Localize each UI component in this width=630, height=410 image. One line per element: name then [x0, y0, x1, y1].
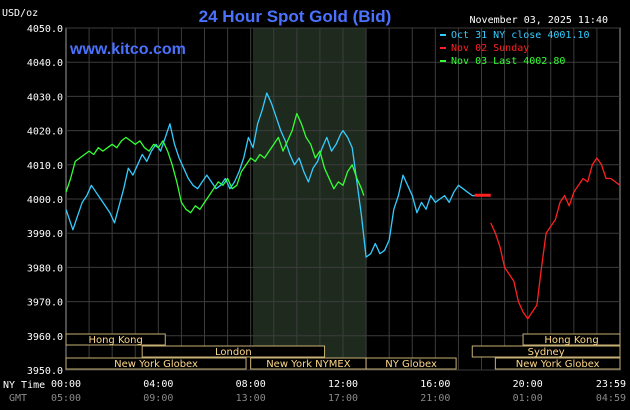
x-tick-label-gmt: 21:00	[420, 393, 450, 404]
x-tick-label-gmt: 01:00	[513, 393, 543, 404]
x-tick-label-ny: 04:00	[143, 379, 173, 390]
x-tick-label-ny: 12:00	[328, 379, 358, 390]
y-tick-label: 4010.0	[27, 161, 63, 172]
session-box	[471, 345, 621, 358]
legend-entry: Oct 31 NY close 4001.10	[451, 30, 589, 41]
y-tick-label: 4000.0	[27, 195, 63, 206]
session-box	[141, 345, 326, 358]
session-label: New York Globex	[114, 359, 198, 370]
series-line-nov-03	[65, 112, 365, 214]
y-tick-label: 3960.0	[27, 332, 63, 343]
x-axis-ticks: 00:00 05:00 04:00 09:00 08:00 13:00 12:00 17:00…	[51, 379, 626, 404]
x-tick-label-gmt: 04:59	[596, 393, 626, 404]
y-tick-label: 3980.0	[27, 263, 63, 274]
series-line-oct-31	[65, 92, 475, 258]
session-label: New York Globex	[516, 359, 600, 370]
x-tick-label-ny: 20:00	[513, 379, 543, 390]
session-label: New York NYMEX	[266, 359, 351, 370]
site-watermark: www.kitco.com	[69, 41, 186, 58]
legend: Oct 31 NY close 4001.10 Nov 02 Sunday Nov …	[440, 30, 589, 67]
session-box	[365, 357, 457, 370]
y-tick-label: 3970.0	[27, 298, 63, 309]
y-tick-label: 4050.0	[27, 24, 63, 35]
x-tick-label-ny: 08:00	[236, 379, 266, 390]
x-tick-label-ny: 00:00	[51, 379, 81, 390]
y-tick-label: 3990.0	[27, 229, 63, 240]
y-tick-label: 4030.0	[27, 92, 63, 103]
session-label: Sydney	[528, 347, 565, 358]
timestamp: November 03, 2025 11:40	[470, 15, 608, 26]
y-tick-label: 3950.0	[27, 366, 63, 377]
session-label: Hong Kong	[88, 335, 142, 346]
y-axis-label: USD/oz	[2, 8, 38, 19]
x-tick-label-gmt: 05:00	[51, 393, 81, 404]
x-tick-label-gmt: 17:00	[328, 393, 358, 404]
session-label: London	[215, 347, 252, 358]
session-label: NY Globex	[385, 359, 437, 370]
y-axis-ticks: 4050.0 4040.0 4030.0 4020.0 4010.0 4000.0 3990…	[27, 24, 63, 377]
price-series	[65, 92, 621, 320]
x-tick-label-ny: 16:00	[420, 379, 450, 390]
y-tick-label: 4040.0	[27, 58, 63, 69]
session-box	[65, 357, 247, 370]
x-axis-label-ny: NY Time	[3, 380, 45, 391]
x-tick-label-gmt: 09:00	[143, 393, 173, 404]
x-tick-label-ny: 23:59	[596, 379, 626, 390]
x-tick-label-gmt: 13:00	[236, 393, 266, 404]
chart-title: 24 Hour Spot Gold (Bid)	[199, 7, 392, 26]
legend-entry: Nov 03 Last 4002.80	[451, 56, 565, 67]
session-box	[494, 357, 621, 370]
x-axis-label-gmt: GMT	[9, 393, 27, 404]
session-box	[522, 333, 621, 346]
y-tick-label: 4020.0	[27, 127, 63, 138]
session-box	[65, 333, 166, 346]
session-label: Hong Kong	[544, 335, 598, 346]
legend-entry: Nov 02 Sunday	[451, 43, 529, 54]
series-line-nov-02	[490, 157, 621, 320]
